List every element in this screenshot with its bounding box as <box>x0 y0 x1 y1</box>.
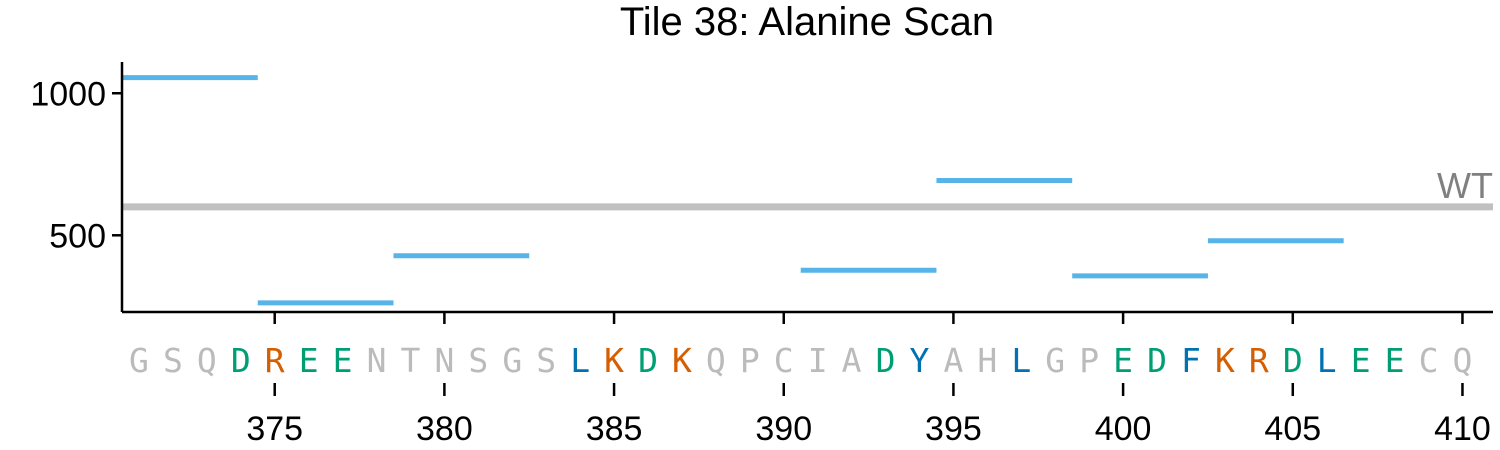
sequence-residue: E <box>299 341 319 380</box>
sequence-residue: R <box>265 341 285 380</box>
sequence-residue: L <box>570 341 590 380</box>
x-axis-ticks: 375 380 385 390 395 400 405 410 <box>246 312 1491 448</box>
sequence-residue: D <box>1283 341 1303 380</box>
axes: 1000 500 <box>30 62 1493 314</box>
sequence-residue: E <box>333 341 353 380</box>
sequence-residue: A <box>943 341 963 380</box>
sequence-residue: R <box>1249 341 1269 380</box>
sequence-residue: Q <box>1453 341 1473 380</box>
x-tick-label: 390 <box>755 410 812 448</box>
sequence-residue: N <box>434 341 454 380</box>
sequence-residue: S <box>536 341 556 380</box>
y-tick-label: 1000 <box>30 75 106 113</box>
sequence-residue: F <box>1181 341 1201 380</box>
x-tick-label: 395 <box>925 410 982 448</box>
sequence-residue: D <box>876 341 896 380</box>
sequence-residue: S <box>163 341 183 380</box>
sequence-residue: Y <box>910 341 930 380</box>
sequence-residue: C <box>1419 341 1439 380</box>
sequence-residue: K <box>672 341 692 380</box>
sequence-residue: S <box>468 341 488 380</box>
sequence-residue: I <box>808 341 828 380</box>
sequence-residue: E <box>1351 341 1371 380</box>
sequence-residue: A <box>842 341 862 380</box>
x-tick-label: 380 <box>416 410 473 448</box>
sequence-residue: G <box>502 341 522 380</box>
sequence-residue: Q <box>197 341 217 380</box>
sequence-residue: D <box>638 341 658 380</box>
wt-label: WT <box>1437 165 1493 206</box>
y-tick-label: 500 <box>49 217 106 255</box>
sequence-residue: P <box>1079 341 1099 380</box>
sequence-residue: D <box>231 341 251 380</box>
sequence-residue: P <box>740 341 760 380</box>
sequence-residue: G <box>129 341 149 380</box>
sequence-residue: H <box>977 341 997 380</box>
x-tick-label: 410 <box>1434 410 1491 448</box>
plot-area: WT <box>122 75 1493 306</box>
sequence-residue: G <box>1045 341 1065 380</box>
x-tick-label: 400 <box>1095 410 1152 448</box>
sequence-residue: Q <box>706 341 726 380</box>
sequence-residue: K <box>604 341 624 380</box>
sequence-residue: L <box>1317 341 1337 380</box>
sequence-residue: D <box>1147 341 1167 380</box>
sequence-residue: C <box>774 341 794 380</box>
sequence-residue: N <box>367 341 387 380</box>
sequence-residue: E <box>1113 341 1133 380</box>
sequence-residue: L <box>1011 341 1031 380</box>
x-tick-label: 375 <box>246 410 303 448</box>
sequence-residue: T <box>401 341 421 380</box>
x-tick-label: 385 <box>586 410 643 448</box>
chart-title: Tile 38: Alanine Scan <box>620 0 994 44</box>
sequence-residue: K <box>1215 341 1235 380</box>
x-tick-label: 405 <box>1264 410 1321 448</box>
sequence-residue: E <box>1385 341 1405 380</box>
